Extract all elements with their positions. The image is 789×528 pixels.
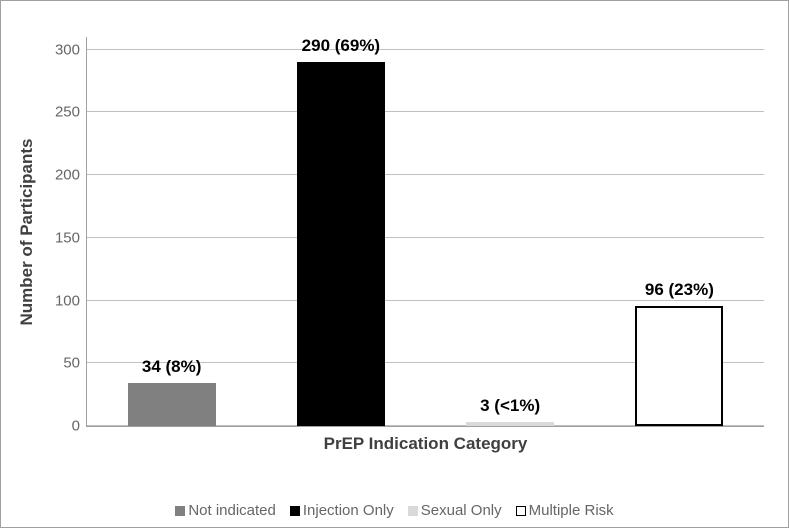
bar-label: 290 (69%) [302,36,380,56]
legend-swatch [290,506,300,516]
plot-origin: Number of Participants PrEP Indication C… [87,37,764,426]
legend: Not indicated Injection Only Sexual Only Mu… [15,502,774,521]
plot-area: Number of Participants PrEP Indication C… [87,37,764,426]
gridline [87,49,764,50]
gridline [87,111,764,112]
y-tick-label: 50 [63,355,87,372]
y-tick-label: 250 [55,104,87,121]
x-axis-title: PrEP Indication Category [87,434,764,454]
y-tick-label: 200 [55,167,87,184]
legend-label: Sexual Only [421,502,502,519]
legend-swatch [175,506,185,516]
x-axis-line [86,426,764,427]
y-axis-title: Number of Participants [17,138,37,325]
legend-swatch [408,506,418,516]
bar-injection-only [297,62,385,426]
bar-label: 3 (<1%) [480,396,540,416]
legend-label: Not indicated [188,502,276,519]
legend-item: Multiple Risk [516,502,614,519]
legend-item: Injection Only [290,502,394,519]
bar-label: 96 (23%) [645,280,714,300]
legend-item: Sexual Only [408,502,502,519]
chart-figure: Number of Participants PrEP Indication C… [0,0,789,528]
y-tick-label: 300 [55,41,87,58]
gridline [87,174,764,175]
y-tick-label: 150 [55,229,87,246]
gridline [87,300,764,301]
bar-not-indicated [128,383,216,426]
gridline [87,237,764,238]
y-tick-label: 100 [55,292,87,309]
bar-multiple-risk [635,306,723,426]
y-tick-label: 0 [72,418,87,435]
bar-sexual-only [466,422,554,426]
bar-label: 34 (8%) [142,357,202,377]
legend-label: Injection Only [303,502,394,519]
legend-label: Multiple Risk [529,502,614,519]
legend-swatch [516,506,526,516]
legend-item: Not indicated [175,502,276,519]
